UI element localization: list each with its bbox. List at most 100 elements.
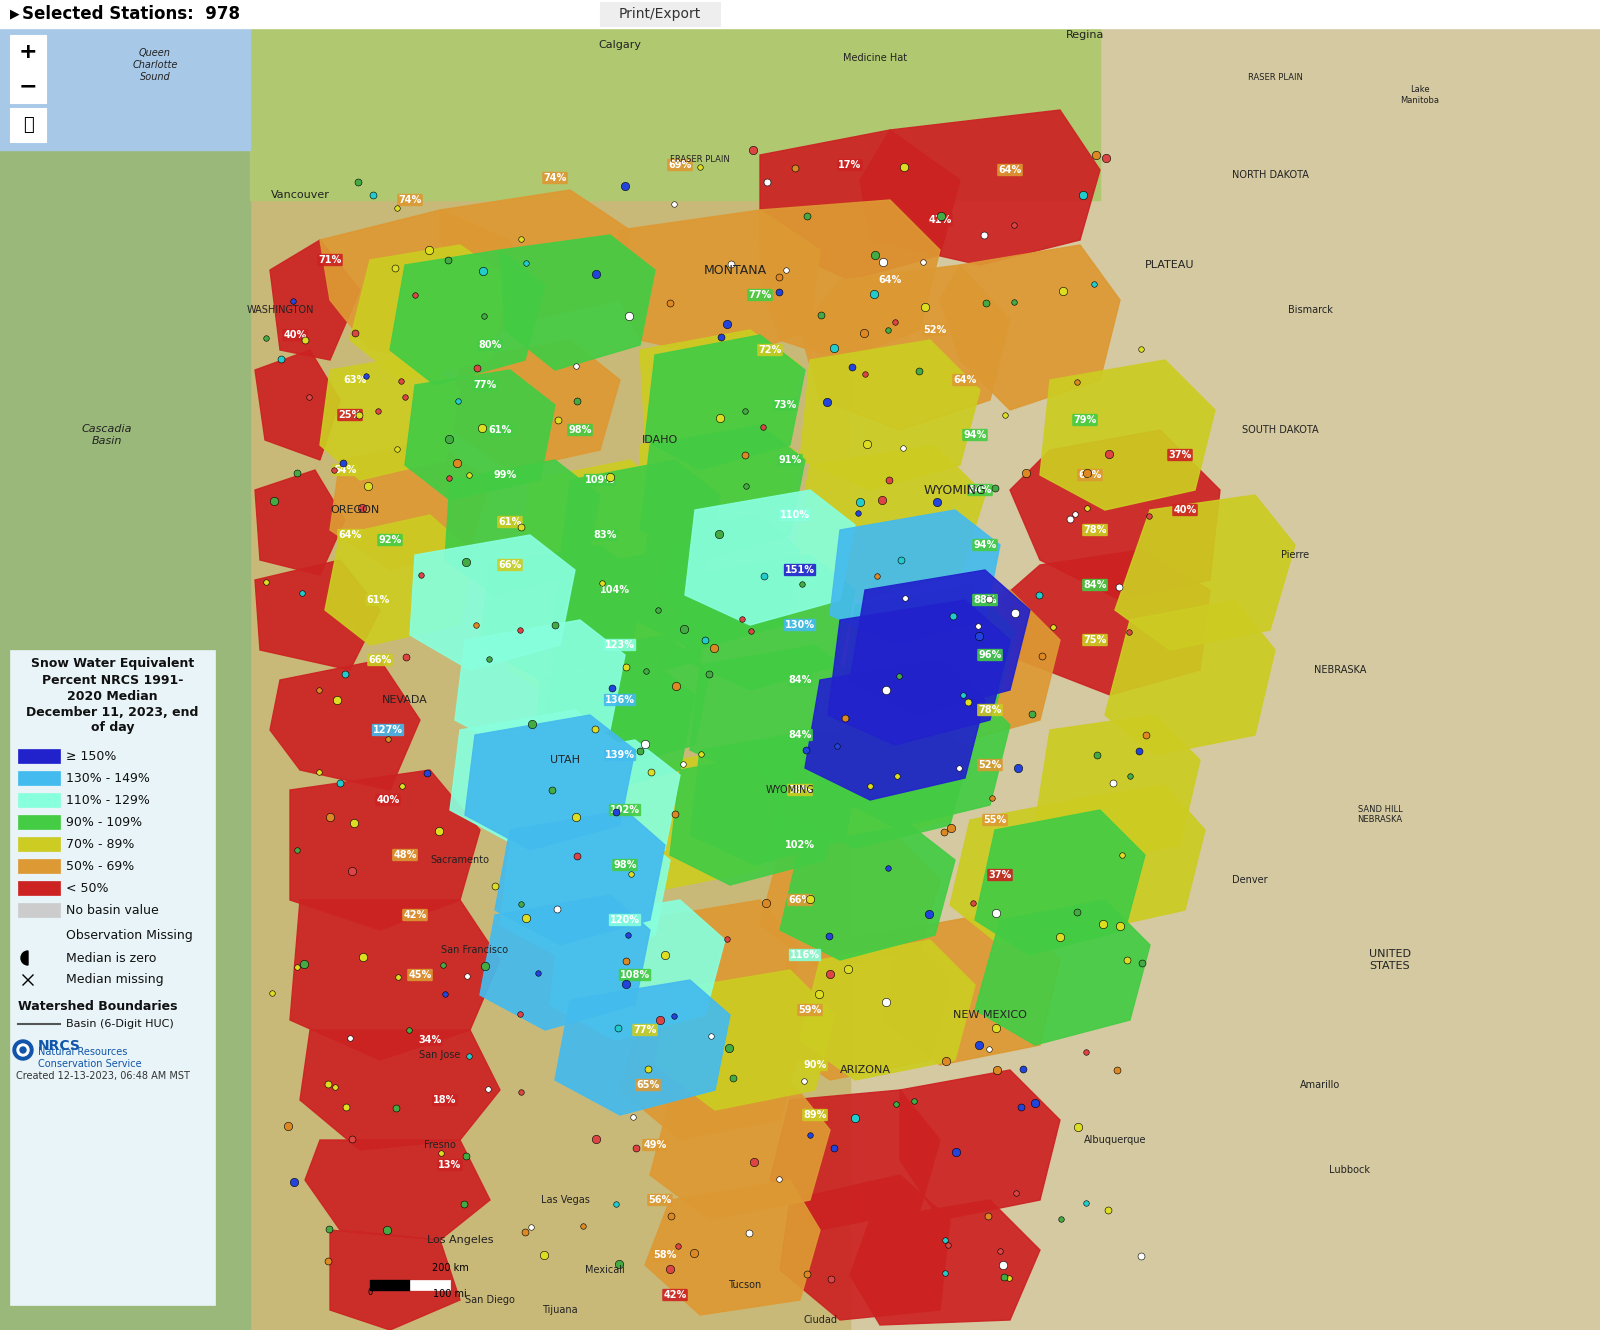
Text: 130%: 130%: [786, 620, 814, 630]
Text: NEVADA: NEVADA: [382, 696, 427, 705]
Polygon shape: [974, 810, 1146, 955]
Text: December 11, 2023, end: December 11, 2023, end: [26, 705, 198, 718]
Text: Regina: Regina: [1066, 31, 1104, 40]
Text: 151%: 151%: [786, 565, 814, 575]
Polygon shape: [550, 900, 725, 1040]
Polygon shape: [781, 1174, 950, 1319]
Text: 52%: 52%: [923, 325, 947, 335]
Text: 25%: 25%: [338, 410, 362, 420]
Polygon shape: [320, 355, 461, 480]
Text: 0: 0: [368, 1287, 373, 1297]
Text: Watershed Boundaries: Watershed Boundaries: [18, 1000, 178, 1012]
Text: 200 km: 200 km: [432, 1264, 469, 1273]
Text: 41%: 41%: [928, 215, 952, 225]
Text: FRASER PLAIN: FRASER PLAIN: [670, 156, 730, 165]
Text: 110%: 110%: [781, 509, 810, 520]
Polygon shape: [640, 330, 800, 465]
Text: Median missing: Median missing: [66, 974, 163, 987]
Text: Lubbock: Lubbock: [1330, 1165, 1371, 1174]
Text: 58%: 58%: [653, 1250, 677, 1260]
Polygon shape: [390, 250, 546, 384]
Polygon shape: [270, 660, 419, 790]
Polygon shape: [454, 620, 626, 755]
Text: 78%: 78%: [789, 785, 811, 795]
Bar: [10, 650, 214, 1305]
Polygon shape: [560, 460, 720, 595]
Text: +: +: [19, 43, 37, 63]
Polygon shape: [510, 739, 680, 875]
Text: Blanco Fracture
Zone: Blanco Fracture Zone: [27, 669, 104, 690]
Text: 104%: 104%: [600, 585, 630, 595]
Text: NEBRASKA: NEBRASKA: [1314, 665, 1366, 676]
Text: No basin value: No basin value: [66, 903, 158, 916]
Text: 61%: 61%: [488, 426, 512, 435]
Text: < 50%: < 50%: [66, 882, 109, 895]
Text: Natural Resources
Conservation Service: Natural Resources Conservation Service: [38, 1047, 142, 1069]
Polygon shape: [546, 634, 710, 770]
Text: San Francisco: San Francisco: [442, 946, 509, 955]
Polygon shape: [760, 200, 941, 360]
Text: 65%: 65%: [637, 1080, 659, 1091]
Circle shape: [18, 1044, 29, 1056]
Text: 34%: 34%: [418, 1035, 442, 1045]
Text: 127%: 127%: [373, 725, 403, 735]
Text: UTAH: UTAH: [550, 755, 579, 765]
Polygon shape: [950, 801, 1120, 946]
Polygon shape: [1106, 600, 1275, 755]
Text: 102%: 102%: [786, 841, 814, 850]
Polygon shape: [254, 560, 381, 670]
Text: Tijuana: Tijuana: [542, 1305, 578, 1315]
Polygon shape: [941, 245, 1120, 410]
Text: SAND HILL: SAND HILL: [1358, 806, 1402, 814]
Polygon shape: [635, 515, 800, 650]
Polygon shape: [621, 900, 800, 1049]
Text: MONTANA: MONTANA: [704, 263, 766, 277]
Text: 90%: 90%: [803, 1060, 827, 1071]
Text: 63%: 63%: [344, 375, 366, 384]
Text: Selected Stations:  978: Selected Stations: 978: [22, 5, 240, 23]
Text: RASER PLAIN: RASER PLAIN: [1248, 73, 1302, 82]
Text: 66%: 66%: [368, 654, 392, 665]
Text: 88%: 88%: [973, 595, 997, 605]
Text: 37%: 37%: [1168, 450, 1192, 460]
Text: Lake
Manitoba: Lake Manitoba: [1400, 85, 1440, 105]
Text: 70% - 89%: 70% - 89%: [66, 838, 134, 850]
Text: ▶: ▶: [10, 8, 19, 20]
Polygon shape: [850, 1200, 1040, 1325]
Text: 64%: 64%: [338, 529, 362, 540]
Polygon shape: [330, 440, 490, 571]
Text: PLATEAU: PLATEAU: [1146, 259, 1195, 270]
Text: Cascadia
Basin: Cascadia Basin: [82, 424, 133, 446]
Polygon shape: [861, 110, 1101, 265]
Polygon shape: [670, 750, 840, 884]
Text: Print/Export: Print/Export: [619, 7, 701, 21]
Polygon shape: [410, 535, 574, 670]
Text: Los Angeles: Los Angeles: [427, 1236, 493, 1245]
Polygon shape: [829, 600, 1010, 745]
Polygon shape: [306, 1140, 490, 1240]
Text: 13%: 13%: [438, 1160, 462, 1170]
Polygon shape: [840, 585, 1014, 735]
Polygon shape: [805, 660, 986, 801]
Text: 71%: 71%: [318, 255, 342, 265]
Text: ARIZONA: ARIZONA: [840, 1065, 891, 1075]
Text: Ciudad: Ciudad: [803, 1315, 837, 1325]
Text: 108%: 108%: [619, 970, 650, 980]
Text: Bismarck: Bismarck: [1288, 305, 1333, 315]
Polygon shape: [770, 930, 950, 1080]
Text: Las Vegas: Las Vegas: [541, 1194, 589, 1205]
Polygon shape: [800, 940, 974, 1080]
Polygon shape: [610, 210, 819, 360]
Polygon shape: [899, 1071, 1059, 1220]
Polygon shape: [650, 1080, 830, 1220]
Text: 64%: 64%: [998, 165, 1022, 176]
Text: WYOMING: WYOMING: [923, 484, 986, 496]
Bar: [10, 108, 46, 142]
Text: 42%: 42%: [664, 1290, 686, 1299]
Text: 84%: 84%: [789, 730, 811, 739]
Text: 66%: 66%: [789, 895, 811, 904]
Text: −: −: [19, 76, 37, 96]
Polygon shape: [325, 515, 475, 645]
Text: 102%: 102%: [610, 805, 640, 815]
Text: 91%: 91%: [778, 455, 802, 465]
